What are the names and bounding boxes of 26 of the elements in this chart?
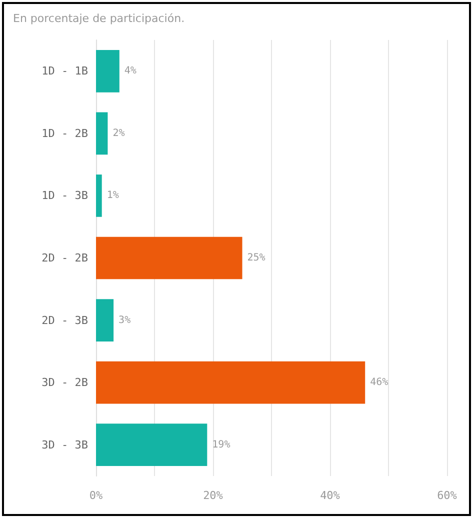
bar <box>96 299 114 342</box>
bar <box>96 424 208 466</box>
x-tick-label: 20% <box>203 489 224 502</box>
x-tick-label: 0% <box>89 489 103 502</box>
data-label: 46% <box>370 377 388 388</box>
bar <box>96 112 108 155</box>
y-tick-label: 1D - 3B <box>42 189 88 202</box>
y-tick-label: 3D - 3B <box>42 438 88 452</box>
data-label: 19% <box>212 439 230 450</box>
bar <box>96 236 242 280</box>
y-tick-label: 1D - 2B <box>42 126 88 140</box>
y-tick-label: 3D - 2B <box>42 376 88 390</box>
data-label: 2% <box>112 128 125 139</box>
bar <box>96 50 120 92</box>
data-label: 4% <box>124 66 136 77</box>
x-tick-label: 40% <box>320 489 340 502</box>
y-tick-label: 1D - 1B <box>42 64 88 78</box>
y-tick-label: 2D - 3B <box>42 314 88 327</box>
bar <box>96 361 366 404</box>
data-label: 1% <box>106 190 119 202</box>
x-tick-label: 60% <box>437 489 458 502</box>
chart-title: En porcentaje de participación. <box>13 12 185 25</box>
data-label: 3% <box>118 314 131 326</box>
data-label: 25% <box>247 252 266 264</box>
y-tick-label: 2D - 2B <box>42 252 88 264</box>
bar <box>96 174 102 217</box>
